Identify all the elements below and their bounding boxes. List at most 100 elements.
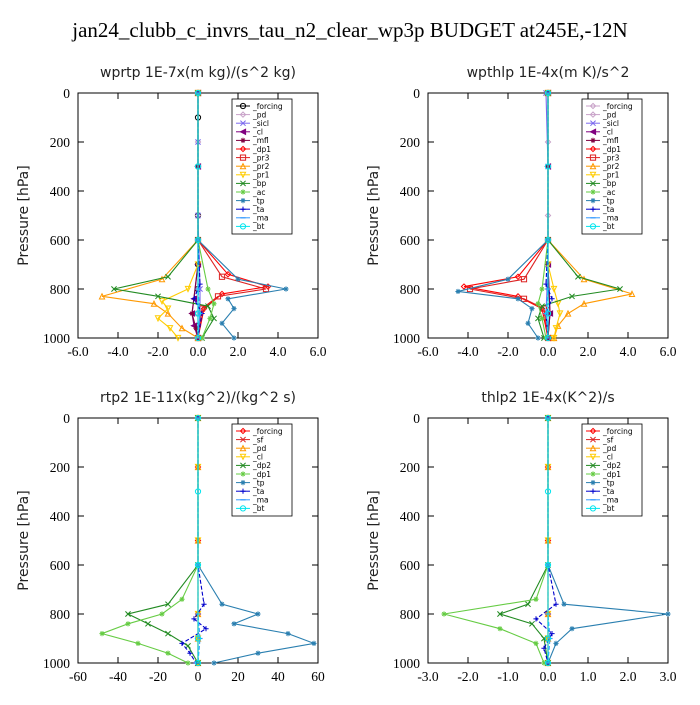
legend-marker-pd bbox=[589, 444, 597, 452]
legend-marker-dp2 bbox=[590, 462, 596, 469]
legend-marker-dp1 bbox=[240, 471, 246, 477]
x-tick-label: 2.0 bbox=[580, 344, 597, 359]
x-tick-label: -4.0 bbox=[107, 344, 129, 359]
legend-marker-pr2 bbox=[239, 162, 247, 170]
legend-label-dp2: _dp2 bbox=[252, 461, 271, 470]
point-tp bbox=[311, 640, 317, 646]
legend-label-mfl: _mfl bbox=[252, 136, 269, 145]
series-line-bp bbox=[537, 93, 621, 339]
point-bt bbox=[194, 561, 202, 569]
point-ta bbox=[553, 601, 559, 607]
legend: _forcing_sf_pd_cl_dp2_dp1_tp_ta_ma_bt bbox=[231, 423, 293, 517]
series-line-dp2 bbox=[498, 418, 549, 664]
point-ta bbox=[201, 601, 207, 607]
plot-area bbox=[99, 414, 317, 667]
point-mfl bbox=[193, 325, 199, 331]
point-ac bbox=[207, 315, 213, 321]
point-ta bbox=[541, 645, 547, 651]
x-tick-label: 3.0 bbox=[660, 669, 677, 684]
x-tick-label: -2.0 bbox=[147, 344, 169, 359]
legend-label-ta: _ta bbox=[252, 205, 264, 214]
legend-label-cl: _cl bbox=[252, 453, 263, 462]
point-tp bbox=[283, 286, 289, 292]
point-dp2 bbox=[525, 601, 531, 608]
point-tp bbox=[235, 276, 241, 282]
legend-marker-bt bbox=[589, 223, 597, 230]
chart-title: wprtp 1E-7x(m kg)/(s^2 kg) bbox=[100, 65, 296, 81]
legend-marker-dp1 bbox=[589, 145, 597, 153]
x-tick-label: -40 bbox=[109, 669, 127, 684]
legend-label-tp: _tp bbox=[602, 196, 615, 205]
y-tick-label: 600 bbox=[400, 558, 421, 573]
chart-panel-wprtp: wprtp 1E-7x(m kg)/(s^2 kg) Pressure [hPa]… bbox=[0, 55, 350, 380]
plot-area bbox=[98, 89, 289, 342]
legend-marker-forcing bbox=[239, 102, 247, 110]
legend-marker-tp bbox=[240, 198, 246, 204]
legend-marker-dp1 bbox=[239, 145, 247, 153]
point-tp bbox=[285, 631, 291, 637]
point-tp bbox=[455, 288, 461, 295]
series-line-pr1 bbox=[157, 93, 199, 339]
legend-marker-bt bbox=[589, 505, 597, 512]
series-line-bp bbox=[113, 93, 215, 339]
point-dp1 bbox=[159, 611, 165, 617]
y-tick-label: 0 bbox=[63, 411, 70, 426]
point-bp bbox=[617, 286, 623, 292]
point-pr3 bbox=[520, 295, 528, 302]
point-bt bbox=[194, 310, 202, 317]
point-dp1 bbox=[441, 611, 447, 617]
y-tick-label: 200 bbox=[50, 135, 71, 150]
point-pr2 bbox=[564, 309, 572, 317]
legend-marker-pr3 bbox=[589, 154, 597, 161]
y-tick-label: 1000 bbox=[393, 331, 420, 346]
legend-marker-cl bbox=[239, 128, 247, 136]
point-bt bbox=[544, 414, 552, 422]
legend-marker-pr2 bbox=[589, 162, 597, 170]
point-bp bbox=[111, 286, 117, 292]
legend-label-pr1: _pr1 bbox=[252, 171, 270, 180]
legend-label-dp1: _dp1 bbox=[252, 145, 271, 154]
chart-title: thlp2 1E-4x(K^2)/s bbox=[481, 390, 614, 406]
point-tp bbox=[225, 296, 231, 302]
legend-label-bt: _bt bbox=[602, 504, 615, 513]
x-tick-label: 20 bbox=[231, 669, 245, 684]
point-bp bbox=[539, 303, 545, 310]
point-ta bbox=[191, 296, 197, 302]
point-tp bbox=[505, 276, 511, 282]
point-bp bbox=[569, 293, 575, 300]
point-bt bbox=[544, 236, 552, 244]
point-dp1 bbox=[165, 650, 171, 656]
legend-label-ma: _ma bbox=[602, 496, 619, 505]
chart-panel-thlp2: thlp2 1E-4x(K^2)/s Pressure [hPa] -3.0 -2.0… bbox=[350, 380, 700, 705]
legend-label-mfl: _mfl bbox=[602, 136, 619, 145]
legend-marker-forcing bbox=[589, 102, 597, 110]
point-tp bbox=[211, 660, 217, 666]
legend-label-bp: _bp bbox=[252, 179, 267, 188]
legend-label-pd: _pd bbox=[602, 444, 617, 453]
legend-label-pd: _pd bbox=[252, 444, 267, 453]
legend: _forcing_pd_sicl_cl_mfl_dp1_pr3_pr2_pr1_… bbox=[231, 98, 293, 235]
y-tick-label: 400 bbox=[50, 184, 71, 199]
point-dp1 bbox=[497, 626, 503, 632]
legend-marker-dp2 bbox=[240, 462, 246, 469]
legend-marker-dp1 bbox=[590, 471, 596, 477]
legend-marker-ta bbox=[240, 488, 246, 494]
point-mfl bbox=[547, 310, 553, 317]
legend-box bbox=[231, 423, 293, 517]
point-bt bbox=[194, 659, 202, 667]
legend-marker-pr1 bbox=[239, 171, 247, 179]
point-tp bbox=[553, 640, 559, 646]
point-dp2 bbox=[125, 611, 131, 617]
legend-marker-bp bbox=[590, 180, 596, 187]
point-dp1 bbox=[514, 273, 522, 281]
legend-label-cl: _cl bbox=[602, 128, 613, 137]
point-bt bbox=[544, 635, 552, 642]
y-tick-label: 600 bbox=[50, 558, 71, 573]
x-tick-label: 0 bbox=[195, 669, 202, 684]
point-tp bbox=[219, 601, 225, 607]
y-tick-label: 1000 bbox=[43, 656, 70, 671]
legend-label-bp: _bp bbox=[602, 179, 617, 188]
point-tp bbox=[231, 621, 237, 627]
legend: _forcing_sf_pd_cl_dp2_dp1_tp_ta_ma_bt bbox=[581, 423, 643, 517]
point-ta bbox=[549, 296, 555, 302]
